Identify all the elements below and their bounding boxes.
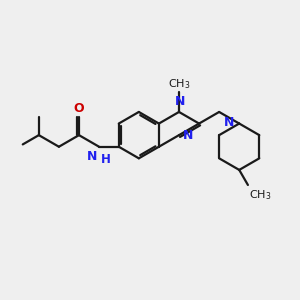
Text: N: N <box>174 95 185 108</box>
Text: H: H <box>100 153 110 166</box>
Text: N: N <box>183 129 193 142</box>
Text: O: O <box>74 102 84 115</box>
Text: N: N <box>224 116 234 129</box>
Text: CH$_3$: CH$_3$ <box>248 188 271 202</box>
Text: N: N <box>87 150 98 163</box>
Text: CH$_3$: CH$_3$ <box>168 77 190 91</box>
